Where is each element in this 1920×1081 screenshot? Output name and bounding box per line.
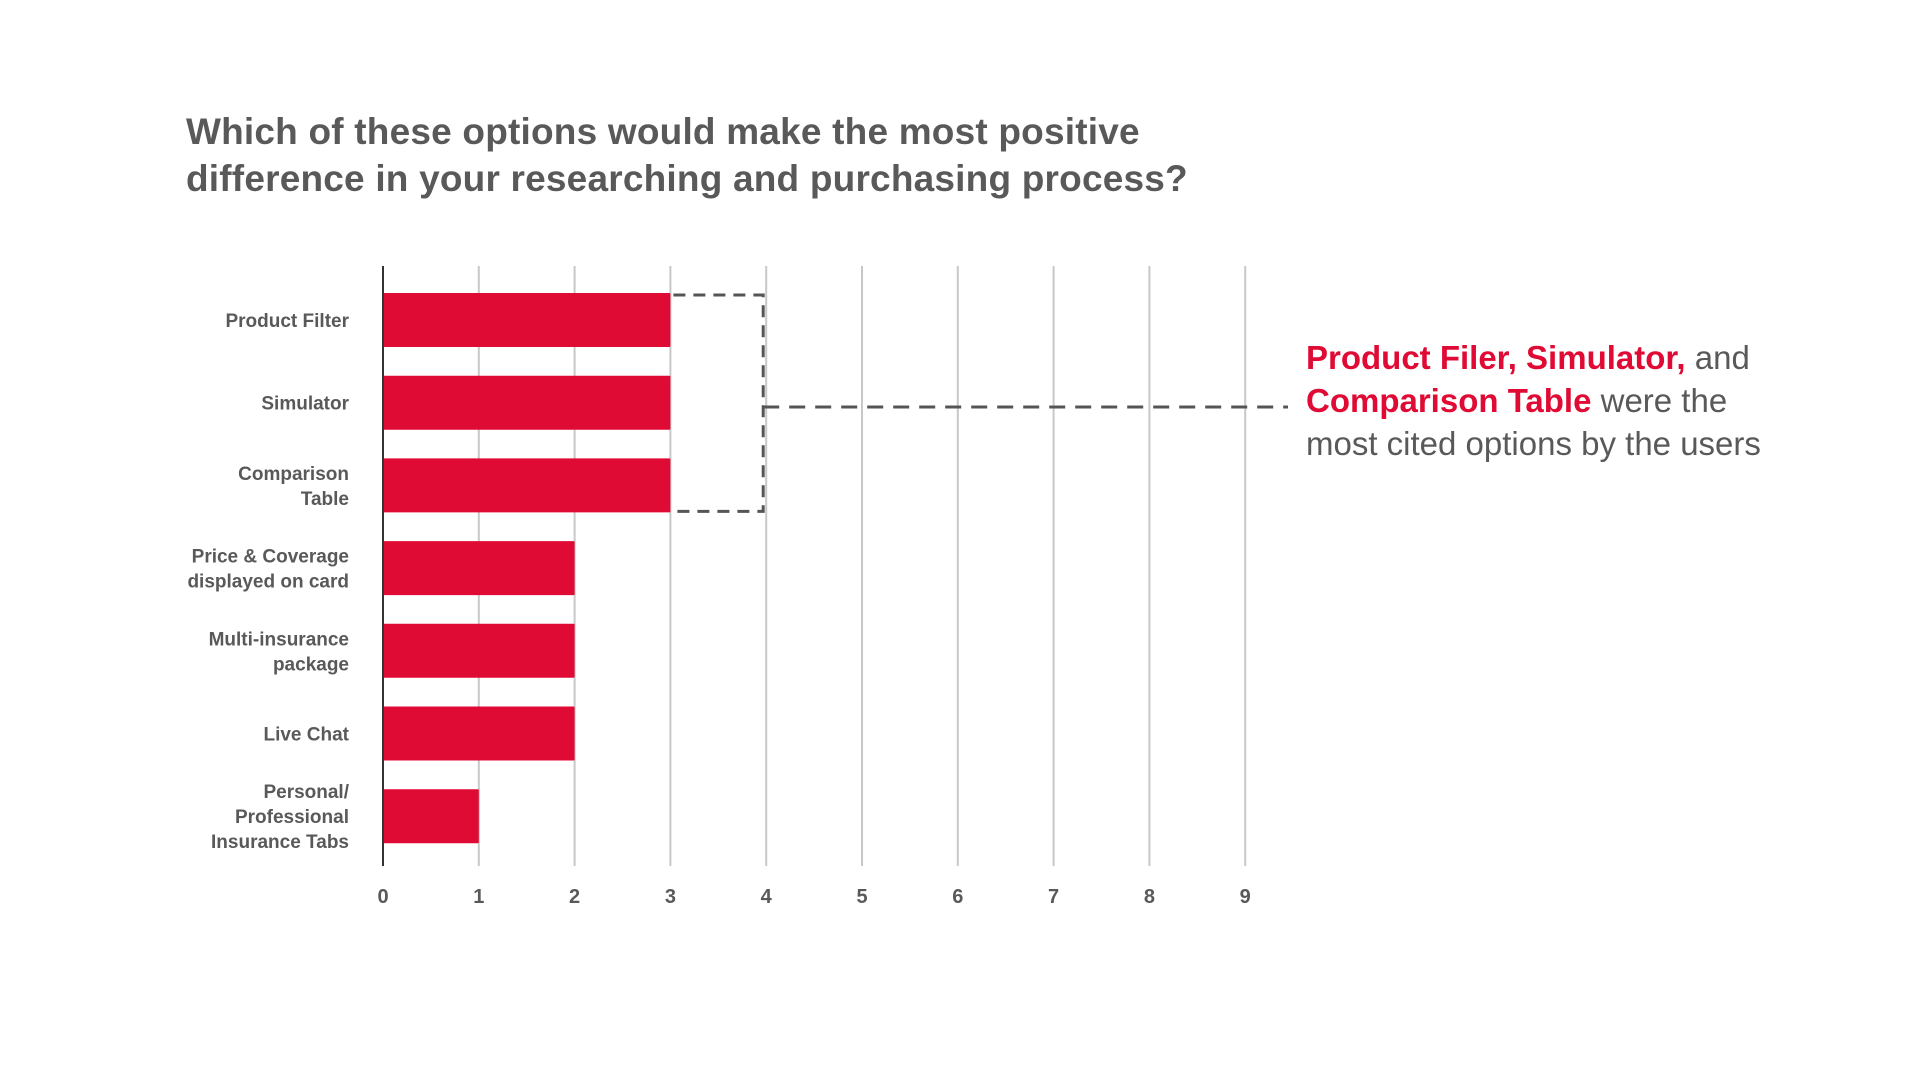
- bar: [383, 789, 479, 844]
- category-label: Live Chat: [263, 725, 349, 746]
- x-tick-label: 3: [665, 886, 676, 908]
- callout-line-2: Comparison Table were the: [1306, 379, 1906, 422]
- callout-annotation: Product Filer, Simulator, and Comparison…: [1306, 336, 1906, 465]
- category-label: displayed on card: [187, 572, 349, 593]
- category-label: Table: [301, 489, 349, 510]
- callout-text-2: were the: [1591, 382, 1728, 419]
- category-label: package: [273, 654, 349, 675]
- x-tick-label: 7: [1048, 886, 1059, 908]
- x-tick-label: 0: [377, 886, 388, 908]
- category-label: Product Filter: [225, 311, 349, 332]
- x-tick-label: 2: [569, 886, 580, 908]
- x-tick-label: 9: [1240, 886, 1251, 908]
- x-tick-label: 6: [952, 886, 963, 908]
- category-label: Insurance Tabs: [211, 832, 349, 853]
- chart-title-line-2: difference in your researching and purch…: [186, 158, 1188, 199]
- x-tick-label: 1: [473, 886, 484, 908]
- bar: [383, 375, 671, 430]
- callout-highlight-2: Comparison Table: [1306, 382, 1592, 419]
- category-label: Professional: [235, 807, 349, 828]
- x-tick-label: 4: [761, 886, 773, 908]
- category-label: Comparison: [238, 464, 349, 485]
- bar: [383, 293, 671, 347]
- highlight-bracket: [673, 293, 765, 513]
- bar: [383, 458, 671, 513]
- category-label: Simulator: [261, 394, 349, 415]
- callout-highlight-1: Product Filer, Simulator,: [1306, 339, 1686, 376]
- x-tick-label: 5: [856, 886, 867, 908]
- callout-line-1: Product Filer, Simulator, and: [1306, 336, 1906, 379]
- bar: [383, 706, 575, 761]
- callout-line-3: most cited options by the users: [1306, 425, 1761, 462]
- category-label: Multi-insurance: [209, 629, 349, 650]
- chart-title-line-1: Which of these options would make the mo…: [186, 111, 1140, 152]
- bar: [383, 623, 575, 678]
- callout-text-1: and: [1685, 339, 1750, 376]
- bar: [383, 541, 575, 596]
- x-tick-label: 8: [1144, 886, 1155, 908]
- category-label: Price & Coverage: [192, 547, 349, 568]
- chart-title: Which of these options would make the mo…: [186, 108, 1386, 202]
- category-label: Personal/: [263, 782, 349, 803]
